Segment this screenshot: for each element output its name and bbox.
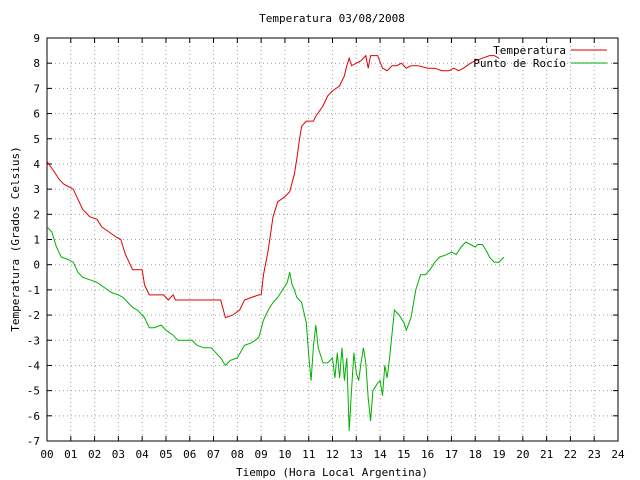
x-tick-label: 24 [611,448,625,461]
x-tick-label: 13 [350,448,363,461]
x-tick-label: 22 [564,448,577,461]
y-tick-label: 8 [33,57,40,70]
grid [47,38,618,441]
x-tick-label: 06 [183,448,196,461]
y-axis-label: Temperatura (Grados Celsius) [9,146,22,331]
x-tick-label: 02 [88,448,101,461]
y-tick-label: 9 [33,32,40,45]
x-axis-label: Tiempo (Hora Local Argentina) [236,466,428,479]
y-tick-label: 1 [33,234,40,247]
y-tick-label: -1 [27,284,40,297]
x-tick-label: 12 [326,448,339,461]
x-tick-label: 00 [40,448,53,461]
x-tick-label: 11 [302,448,315,461]
x-tick-label: 04 [136,448,150,461]
y-tick-label: -6 [27,410,40,423]
y-tick-label: 0 [33,259,40,272]
series-line-temperatura [46,54,500,319]
series-lines [46,54,505,431]
y-tick-label: 4 [33,158,40,171]
series-line-punto-de-rocio [46,226,505,431]
y-tick-label: 5 [33,133,40,146]
x-tick-label: 21 [540,448,553,461]
x-tick-label: 14 [373,448,387,461]
y-tick-label: -3 [27,334,40,347]
y-tick-label: 7 [33,82,40,95]
y-tick-label: -5 [27,385,40,398]
y-tick-label: 3 [33,183,40,196]
x-tick-label: 19 [492,448,505,461]
x-tick-label: 07 [207,448,220,461]
x-tick-label: 16 [421,448,434,461]
x-tick-label: 18 [469,448,482,461]
y-tick-label: -2 [27,309,40,322]
x-tick-label: 03 [112,448,125,461]
y-tick-label: 2 [33,208,40,221]
x-tick-label: 01 [64,448,77,461]
x-tick-label: 20 [516,448,529,461]
x-tick-label: 09 [255,448,268,461]
x-tick-label: 15 [397,448,410,461]
legend-label: Temperatura [493,44,566,57]
chart-title: Temperatura 03/08/2008 [259,12,405,25]
x-tick-label: 05 [159,448,172,461]
x-tick-label: 08 [231,448,244,461]
x-tick-label: 17 [445,448,458,461]
y-tick-label: 6 [33,108,40,121]
x-tick-label: 23 [588,448,601,461]
y-tick-label: -7 [27,435,40,448]
y-tick-label: -4 [27,359,41,372]
x-tick-label: 10 [278,448,291,461]
axis-ticks: 00 01 02 03 04 05 06 07 08 09 10 11 12 13 14 15 16 17 18 19… [27,32,625,461]
legend-label: Punto de Rocío [473,57,566,70]
